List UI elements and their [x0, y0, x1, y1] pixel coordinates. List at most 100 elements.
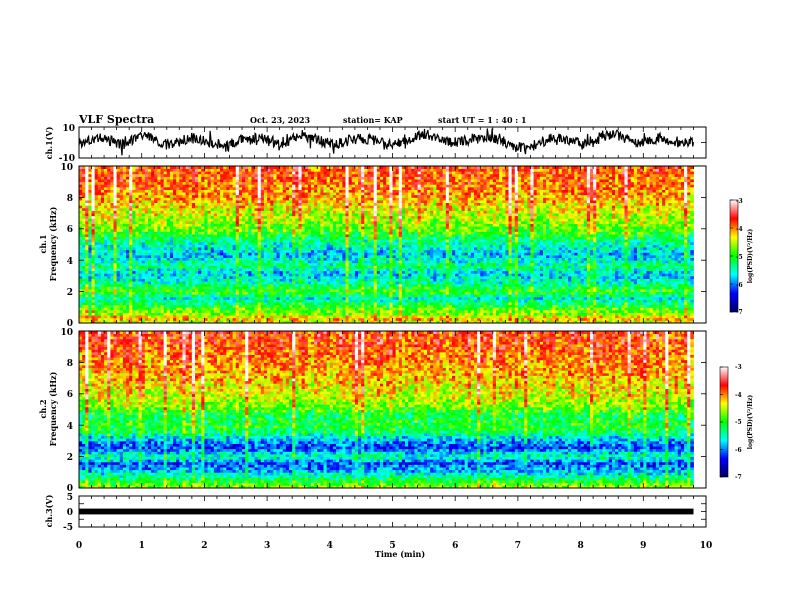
spectrogram-cell [383, 270, 387, 274]
spectrogram-cell [542, 315, 547, 319]
spectrogram-cell [213, 304, 218, 308]
spectrogram-cell [229, 257, 234, 261]
spectrogram-cell [210, 307, 215, 311]
spectrogram-cell [323, 304, 328, 308]
spectrogram-cell [593, 288, 597, 292]
spectrogram-cell [420, 309, 425, 313]
spectrogram-cell [521, 281, 525, 285]
spectrogram-cell [477, 312, 481, 316]
spectrogram-cell [499, 275, 503, 279]
spectrogram-cell [82, 262, 86, 266]
spectrogram-cell [176, 309, 180, 313]
spectrogram-cell [383, 304, 387, 308]
spectrogram-cell [530, 270, 534, 274]
spectrogram-cell [122, 278, 127, 282]
spectrogram-cell [379, 273, 384, 277]
spectrogram-cell [310, 283, 315, 287]
spectrogram-cell [235, 278, 240, 282]
spectrogram-cell [558, 317, 563, 321]
spectrogram-cell [329, 307, 334, 311]
spectrogram-cell [232, 281, 237, 285]
spectrogram-cell [621, 275, 625, 279]
spectrogram-cell [85, 265, 89, 269]
spectrogram-cell [367, 275, 371, 279]
spectrogram-cell [176, 288, 180, 292]
spectrogram-cell [85, 257, 89, 261]
spectrogram-cell [169, 296, 174, 300]
spectrogram-cell [605, 262, 610, 266]
spectrogram-cell [97, 302, 102, 306]
spectrogram-cell [671, 291, 676, 295]
spectrogram-cell [260, 270, 265, 274]
spectrogram-cell [580, 262, 585, 266]
spectrogram-cell [433, 257, 437, 261]
spectrogram-cell [392, 304, 397, 308]
spectrogram-cell [492, 260, 497, 264]
spectrogram-cell [248, 273, 252, 277]
spectrogram-cell [499, 307, 503, 311]
spectrogram-cell [97, 278, 102, 282]
spectrogram-cell [298, 312, 302, 316]
spectrogram-cell [195, 273, 199, 277]
spectrogram-cell [392, 317, 397, 321]
spectrogram-cell [176, 315, 180, 319]
spectrogram-cell [82, 304, 86, 308]
spectrogram-cell [339, 278, 343, 282]
spectrogram-cell [524, 265, 528, 269]
spectrogram-cell [169, 283, 174, 287]
spectrogram-cell [602, 260, 607, 264]
spectrogram-cell [649, 309, 654, 313]
spectrogram-cell [489, 307, 494, 311]
spectrogram-cell [188, 309, 193, 313]
spectrogram-cell [489, 296, 494, 300]
spectrogram-cell [615, 288, 619, 292]
spectrogram-cell [235, 275, 240, 279]
spectrogram-cell [527, 262, 531, 266]
spectrogram-cell [379, 260, 384, 264]
spectrogram-cell [405, 309, 409, 313]
spectrogram-cell [461, 260, 466, 264]
spectrogram-cell [687, 320, 691, 324]
spectrogram-cell [539, 288, 544, 292]
spectrogram-cell [354, 257, 359, 261]
spectrogram-cell [91, 299, 96, 303]
spectrogram-cell [596, 317, 600, 321]
spectrogram-cell [680, 296, 685, 300]
spectrogram-cell [179, 281, 183, 285]
spectrogram-cell [492, 320, 497, 324]
spectrogram-cell [254, 312, 259, 316]
spectrogram-cell [354, 288, 359, 292]
spectrogram-cell [414, 283, 418, 287]
spectrogram-cell [176, 270, 180, 274]
spectrogram-cell [533, 260, 538, 264]
spectrogram-cell [514, 288, 519, 292]
spectrogram-cell [195, 260, 199, 264]
spectrogram-cell [401, 265, 406, 269]
spectrogram-cell [191, 296, 196, 300]
spectrogram-cell [195, 288, 199, 292]
spectrogram-cell [273, 275, 277, 279]
spectrogram-cell [204, 257, 208, 261]
spectrogram-cell [530, 309, 534, 313]
spectrogram-cell [263, 275, 268, 279]
spectrogram-cell [605, 283, 610, 287]
spectrogram-cell [627, 312, 632, 316]
spectrogram-cell [411, 296, 415, 300]
spectrogram-cell [273, 320, 277, 324]
spectrogram-cell [141, 286, 146, 290]
spectrogram-cell [91, 283, 96, 287]
spectrogram-cell [392, 268, 397, 272]
spectrogram-cell [298, 281, 302, 285]
spectrogram-cell [210, 262, 215, 266]
spectrogram-cell [285, 265, 290, 269]
spectrogram-cell [179, 270, 183, 274]
spectrogram-cell [267, 317, 271, 321]
spectrogram-cell [176, 262, 180, 266]
spectrogram-cell [176, 307, 180, 311]
spectrogram-cell [640, 286, 644, 290]
spectrogram-cell [107, 257, 111, 261]
spectrogram-cell [464, 307, 469, 311]
spectrogram-cell [191, 262, 196, 266]
spectrogram-cell [593, 304, 597, 308]
spectrogram-cell [304, 275, 309, 279]
